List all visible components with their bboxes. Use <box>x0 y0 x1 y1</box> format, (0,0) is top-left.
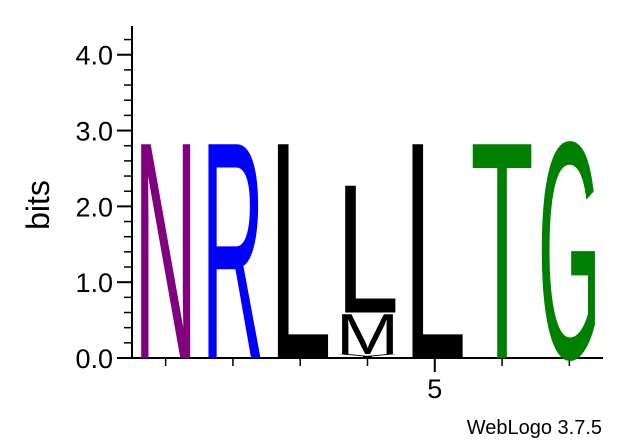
logo-letter-n: N <box>134 78 197 425</box>
logo-letter-l: L <box>336 146 399 352</box>
y-axis-title: bits <box>20 180 56 230</box>
logo-letters: N R L YML L T G <box>134 76 601 425</box>
y-tick-label: 3.0 <box>75 117 113 147</box>
y-tick-label: 1.0 <box>75 268 113 298</box>
weblogo-version-label: WebLogo 3.7.5 <box>467 417 602 439</box>
x-tick-label: 5 <box>427 374 442 404</box>
logo-letter-m: M <box>336 303 399 367</box>
logo-letter-r: R <box>201 78 264 425</box>
logo-letter-l: L <box>403 76 466 424</box>
y-tick-label: 4.0 <box>75 41 113 71</box>
y-axis: 0.0 1.0 2.0 3.0 4.0 <box>75 26 133 374</box>
y-tick-label: 0.0 <box>75 344 113 374</box>
x-axis: 5 <box>132 357 603 404</box>
logo-letter-l: L <box>269 76 332 424</box>
y-tick-label: 2.0 <box>75 192 113 222</box>
logo-letter-g: G <box>538 78 601 425</box>
logo-letter-t: T <box>470 78 533 425</box>
logo-letter-y: Y <box>336 353 399 359</box>
